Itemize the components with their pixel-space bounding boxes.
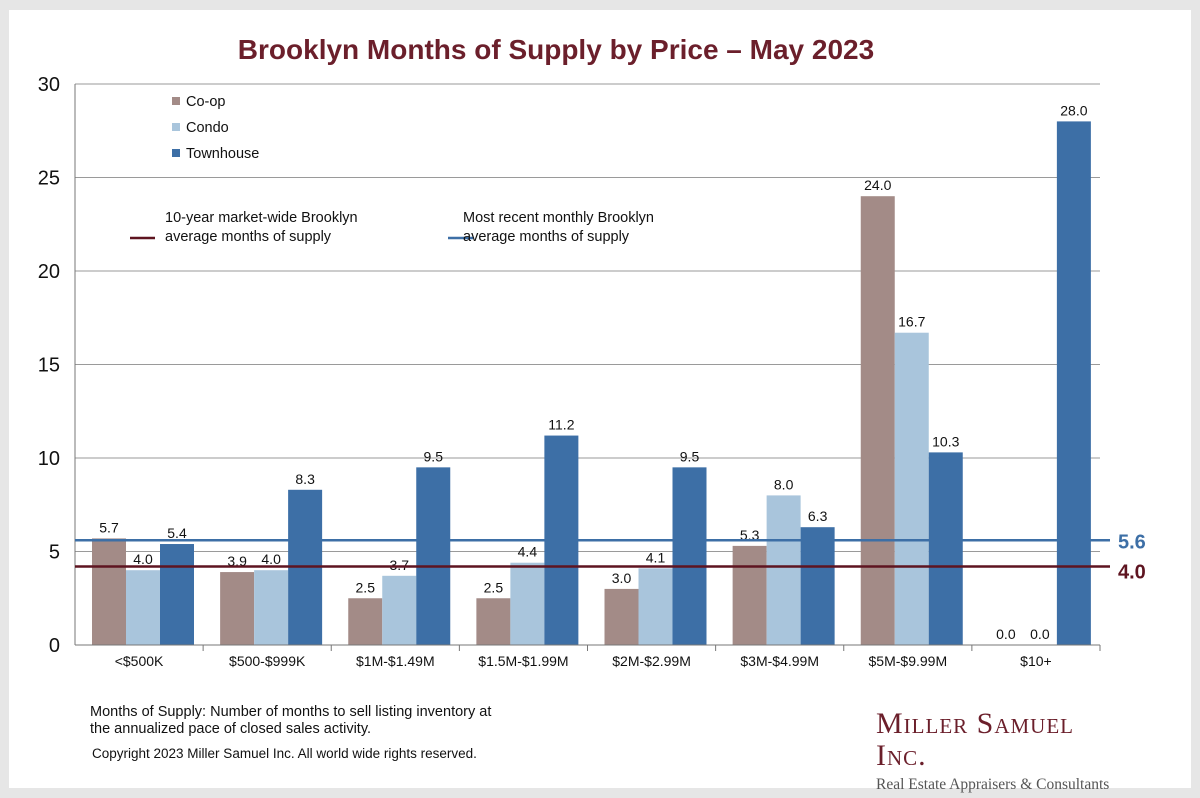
legend-swatch	[172, 149, 180, 157]
legend-label: Condo	[186, 120, 229, 136]
bar-co-op	[604, 588, 639, 645]
y-tick-label: 0	[49, 635, 60, 657]
y-tick-label: 30	[38, 74, 60, 96]
x-tick-label: <$500K	[115, 653, 164, 669]
data-label: 2.5	[484, 579, 504, 595]
x-tick-label: $1M-$1.49M	[356, 653, 435, 669]
chart-title: Brooklyn Months of Supply by Price – May…	[237, 34, 875, 65]
copyright-text: Copyright 2023 Miller Samuel Inc. All wo…	[92, 746, 477, 761]
x-tick-label: $10+	[1020, 653, 1052, 669]
reference-line-value: 5.6	[1118, 531, 1146, 553]
data-label: 10.3	[932, 433, 959, 449]
bar-townhouse	[1056, 121, 1091, 645]
data-label: 3.0	[612, 570, 632, 586]
reference-legend-label: Most recent monthly Brooklyn	[463, 210, 654, 226]
bar-co-op	[92, 538, 126, 645]
y-tick-label: 25	[38, 168, 60, 190]
bar-condo	[254, 570, 289, 645]
bar-co-op	[476, 598, 511, 645]
footnote-line-1: Months of Supply: Number of months to se…	[90, 704, 492, 720]
data-label: 4.0	[133, 551, 153, 567]
bar-townhouse	[672, 467, 707, 645]
bar-condo	[894, 332, 929, 645]
legend-swatch	[172, 123, 180, 131]
data-label: 4.4	[518, 544, 538, 560]
data-label: 5.4	[167, 525, 187, 541]
bar-townhouse	[800, 527, 835, 645]
data-label: 0.0	[1030, 626, 1050, 642]
bar-condo	[126, 570, 160, 645]
data-label: 0.0	[996, 626, 1016, 642]
data-label: 5.7	[99, 519, 119, 535]
x-tick-label: $2M-$2.99M	[612, 653, 691, 669]
bar-co-op	[348, 598, 383, 645]
y-tick-label: 15	[38, 355, 60, 377]
footnote: Months of Supply: Number of months to se…	[90, 704, 491, 738]
data-label: 11.2	[548, 417, 574, 433]
x-tick-label: $3M-$4.99M	[740, 653, 819, 669]
bar-townhouse	[160, 544, 194, 645]
reference-legend-label: average months of supply	[165, 229, 332, 245]
reference-line-value: 4.0	[1118, 561, 1146, 583]
bar-co-op	[732, 545, 767, 645]
reference-legend-label: 10-year market-wide Brooklyn	[165, 210, 358, 226]
data-label: 9.5	[680, 448, 700, 464]
data-label: 16.7	[898, 314, 925, 330]
data-label: 3.7	[390, 557, 410, 573]
data-label: 9.5	[424, 448, 444, 464]
bar-condo	[510, 562, 545, 645]
data-label: 3.9	[227, 553, 247, 569]
y-tick-label: 10	[38, 448, 60, 470]
data-label: 2.5	[356, 579, 376, 595]
legend-label: Co-op	[186, 94, 226, 110]
data-label: 5.3	[740, 527, 760, 543]
legend-swatch	[172, 97, 180, 105]
data-label: 4.0	[261, 551, 281, 567]
data-label: 8.3	[295, 471, 315, 487]
data-label: 8.0	[774, 476, 794, 492]
bar-condo	[382, 575, 417, 645]
data-label: 28.0	[1060, 102, 1087, 118]
data-label: 4.1	[646, 549, 666, 565]
bar-condo	[638, 568, 673, 645]
brand-name: Miller Samuel Inc.	[876, 707, 1075, 772]
x-tick-label: $1.5M-$1.99M	[478, 653, 568, 669]
data-label: 6.3	[808, 508, 828, 524]
y-tick-label: 5	[49, 542, 60, 564]
chart-card	[9, 10, 1191, 788]
bar-co-op	[220, 572, 255, 645]
x-tick-label: $500-$999K	[229, 653, 306, 669]
bar-co-op	[860, 196, 895, 645]
x-tick-label: $5M-$9.99M	[869, 653, 948, 669]
bar-condo	[766, 495, 801, 645]
legend-label: Townhouse	[186, 146, 259, 162]
footnote-line-2: the annualized pace of closed sales acti…	[90, 721, 372, 737]
bar-townhouse	[928, 452, 963, 645]
data-label: 24.0	[864, 177, 891, 193]
reference-legend-label: average months of supply	[463, 229, 630, 245]
y-tick-label: 20	[38, 261, 60, 283]
bar-townhouse	[416, 467, 451, 645]
brand-logo: Miller Samuel Inc. Real Estate Appraiser…	[876, 708, 1126, 794]
brand-tagline: Real Estate Appraisers & Consultants	[876, 776, 1110, 793]
